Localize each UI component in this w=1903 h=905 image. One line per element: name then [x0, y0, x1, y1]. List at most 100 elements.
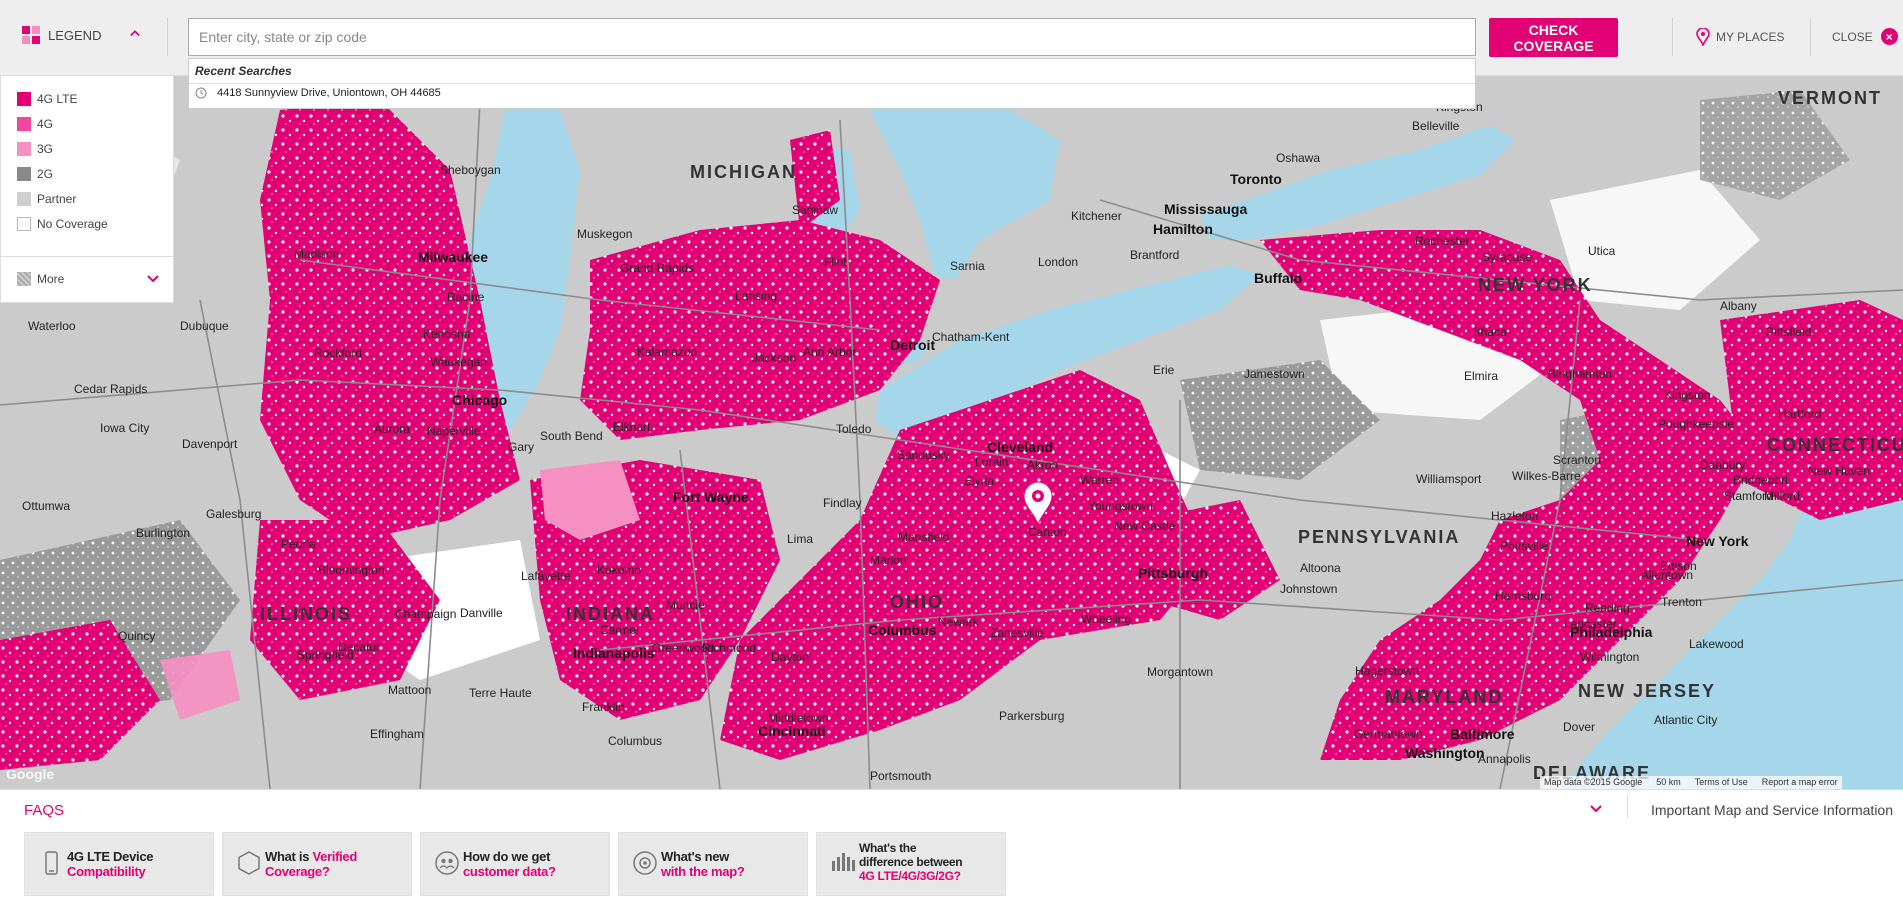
svg-text:Williamsport: Williamsport — [1416, 472, 1482, 486]
svg-text:Peoria: Peoria — [281, 537, 316, 551]
bars-icon — [832, 853, 855, 871]
svg-text:Edison: Edison — [1660, 559, 1697, 573]
svg-text:Cincinnati: Cincinnati — [758, 723, 826, 739]
svg-text:Philadelphia: Philadelphia — [1570, 624, 1653, 640]
svg-text:Franklin: Franklin — [582, 700, 625, 714]
faq-card-whats-new[interactable]: What's new with the map? — [618, 832, 808, 896]
search-input[interactable] — [188, 18, 1476, 56]
svg-text:Wilmington: Wilmington — [1580, 650, 1639, 664]
svg-text:Madison: Madison — [294, 247, 339, 261]
svg-text:Lansing: Lansing — [735, 289, 777, 303]
swatch-4g — [17, 117, 31, 131]
chevron-up-icon[interactable] — [130, 28, 140, 38]
svg-text:Poughkeepsie: Poughkeepsie — [1658, 417, 1734, 431]
chevron-down-icon[interactable] — [147, 274, 159, 284]
coverage-map[interactable]: MICHIGAN NEW YORK PENNSYLVANIA OHIO INDI… — [0, 0, 1903, 789]
svg-text:Kingston: Kingston — [1664, 388, 1711, 402]
map-label-pennsylvania: PENNSYLVANIA — [1298, 527, 1460, 547]
divider — [1, 256, 173, 257]
legend-toggle[interactable]: LEGEND — [22, 26, 101, 44]
recent-search-item[interactable]: 4418 Sunnyview Drive, Uniontown, OH 4468… — [195, 87, 441, 99]
svg-text:Lorain: Lorain — [975, 455, 1008, 469]
svg-text:Germantown: Germantown — [1354, 727, 1423, 741]
svg-text:South Bend: South Bend — [540, 429, 603, 443]
svg-text:Utica: Utica — [1588, 244, 1616, 258]
svg-text:Dayton: Dayton — [771, 650, 809, 664]
svg-text:Indianapolis: Indianapolis — [573, 645, 655, 661]
close-icon: × — [1880, 28, 1898, 45]
swatch-3g — [17, 142, 31, 156]
svg-text:Waukegan: Waukegan — [430, 355, 487, 369]
svg-text:New York: New York — [1686, 533, 1749, 549]
chevron-down-icon[interactable] — [1590, 804, 1602, 814]
svg-text:Toronto: Toronto — [1230, 171, 1282, 187]
svg-text:Youngstown: Youngstown — [1088, 499, 1153, 513]
faq-card-line1: What's new — [661, 849, 729, 864]
svg-text:Scranton: Scranton — [1553, 453, 1601, 467]
svg-text:Hagerstown: Hagerstown — [1355, 664, 1419, 678]
svg-text:Atlantic City: Atlantic City — [1654, 713, 1717, 727]
map-label-illinois: ILLINOIS — [260, 604, 352, 624]
svg-text:Danville: Danville — [460, 606, 503, 620]
svg-text:Albany: Albany — [1720, 299, 1757, 313]
faq-card-line1a: What is — [265, 849, 313, 864]
legend-more-button[interactable]: More — [17, 272, 64, 286]
faq-card-device-compatibility[interactable]: 4G LTE Device Compatibility — [24, 832, 214, 896]
legend-icon — [22, 26, 40, 44]
faq-section: FAQS Important Map and Service Informati… — [0, 789, 1903, 905]
svg-text:London: London — [1038, 255, 1078, 269]
faq-card-verified-coverage[interactable]: What is Verified Coverage? — [222, 832, 412, 896]
clock-icon — [195, 87, 207, 99]
location-marker — [1023, 481, 1053, 526]
svg-text:Elmira: Elmira — [1464, 369, 1498, 383]
important-info-link[interactable]: Important Map and Service Information — [1651, 802, 1894, 818]
svg-text:Trenton: Trenton — [1661, 595, 1702, 609]
svg-text:Jackson: Jackson — [752, 351, 796, 365]
my-places-button[interactable]: MY PLACES — [1696, 28, 1784, 46]
faq-card-network-difference[interactable]: What's the difference between 4G LTE/4G/3G… — [816, 832, 1006, 896]
svg-text:Lafayette: Lafayette — [521, 569, 571, 583]
svg-text:Akron: Akron — [1027, 458, 1058, 472]
svg-text:Muncie: Muncie — [666, 598, 705, 612]
svg-text:Findlay: Findlay — [823, 496, 862, 510]
svg-text:Dover: Dover — [1563, 720, 1595, 734]
svg-text:Elkhart: Elkhart — [613, 420, 651, 434]
svg-text:Reading: Reading — [1585, 601, 1630, 615]
faq-card-line2: difference between — [859, 855, 963, 869]
svg-text:Mansfield: Mansfield — [898, 530, 949, 544]
svg-text:Cedar Rapids: Cedar Rapids — [74, 382, 147, 396]
report-link[interactable]: Report a map error — [1761, 777, 1838, 787]
svg-text:Toledo: Toledo — [836, 422, 872, 436]
svg-text:Kokomo: Kokomo — [597, 563, 641, 577]
legend-item-label: 4G LTE — [37, 92, 78, 106]
svg-text:Harrisburg: Harrisburg — [1495, 589, 1551, 603]
map-attribution: Map data ©2015 Google 50 km Terms of Use… — [1540, 776, 1842, 789]
svg-text:Wheeling: Wheeling — [1081, 612, 1131, 626]
lake-erie — [875, 265, 1260, 440]
legend-item-4g-lte: 4G LTE — [17, 92, 77, 106]
svg-text:Richmond: Richmond — [702, 641, 756, 655]
terms-link[interactable]: Terms of Use — [1694, 777, 1748, 787]
faqs-heading[interactable]: FAQS — [24, 802, 65, 819]
map-label-michigan: MICHIGAN — [690, 162, 797, 182]
faq-card-line2: customer data? — [463, 864, 556, 879]
svg-text:Jamestown: Jamestown — [1244, 367, 1305, 381]
svg-text:Carmel: Carmel — [600, 623, 639, 637]
svg-text:Terre Haute: Terre Haute — [469, 686, 532, 700]
svg-text:Sheboygan: Sheboygan — [440, 163, 501, 177]
map-label-new-jersey: NEW JERSEY — [1578, 681, 1716, 701]
close-button[interactable]: CLOSE × — [1832, 28, 1898, 45]
faq-card-customer-data[interactable]: How do we get customer data? — [420, 832, 610, 896]
check-coverage-button[interactable]: CHECK COVERAGE — [1489, 18, 1618, 57]
svg-text:Washington: Washington — [1405, 745, 1485, 761]
svg-text:Iowa City: Iowa City — [100, 421, 149, 435]
svg-text:Canton: Canton — [1028, 525, 1067, 539]
map-label-vermont: VERMONT — [1778, 88, 1882, 108]
svg-text:Brantford: Brantford — [1130, 248, 1179, 262]
faq-card-line1: 4G LTE Device — [67, 849, 154, 864]
svg-text:Hazleton: Hazleton — [1491, 509, 1538, 523]
svg-text:Portsmouth: Portsmouth — [870, 769, 931, 783]
legend-item-3g: 3G — [17, 142, 53, 156]
svg-text:Mattoon: Mattoon — [388, 683, 431, 697]
svg-text:Kenosha: Kenosha — [423, 327, 471, 341]
